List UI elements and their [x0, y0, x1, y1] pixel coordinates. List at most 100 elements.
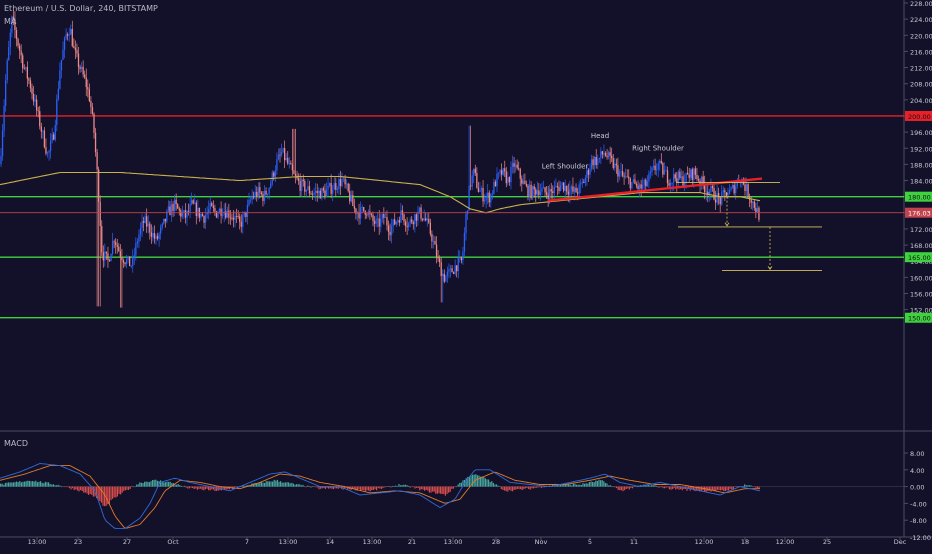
- candle-body: [423, 218, 425, 221]
- candle-body: [5, 80, 7, 106]
- candle: [456, 265, 458, 278]
- macd-hist-bar: [660, 486, 662, 487]
- candle: [291, 128, 294, 176]
- candle-body: [711, 186, 714, 189]
- candle: [514, 160, 517, 173]
- candle-body: [161, 223, 163, 228]
- macd-hist-bar: [336, 486, 338, 489]
- macd-label: MACD: [4, 439, 28, 448]
- macd-hist-bar: [595, 480, 597, 487]
- macd-hist-bar: [598, 479, 600, 487]
- candle-body: [566, 185, 568, 192]
- candle-body: [494, 181, 497, 187]
- candle: [724, 187, 726, 201]
- time-tick-label: 13:00: [279, 538, 298, 546]
- candle: [260, 191, 263, 196]
- macd-hist-bar: [424, 486, 426, 491]
- macd-hist-bar: [161, 481, 163, 487]
- macd-hist-bar: [139, 482, 141, 487]
- candle: [705, 184, 707, 201]
- macd-hist-bar: [329, 486, 331, 489]
- macd-hist-bar: [102, 486, 104, 506]
- candle-body: [99, 201, 101, 227]
- candle: [129, 256, 131, 267]
- macd-hist-bar: [356, 486, 358, 491]
- macd-hist-bar: [331, 486, 333, 489]
- macd-hist-bar: [259, 482, 261, 487]
- time-tick-label: 27: [123, 538, 131, 546]
- candle-body: [643, 179, 645, 186]
- candle-body: [305, 189, 307, 192]
- macd-hist-bar: [526, 486, 528, 489]
- macd-hist-bar: [200, 486, 202, 489]
- macd-hist-bar: [401, 485, 403, 487]
- macd-hist-bar: [627, 486, 629, 489]
- macd-hist-bar: [564, 483, 566, 487]
- candle-body: [558, 187, 560, 192]
- candle: [341, 172, 343, 188]
- candle-body: [194, 202, 196, 204]
- candle-body: [668, 183, 670, 186]
- candle: [98, 166, 100, 307]
- macd-hist-bar: [609, 485, 611, 487]
- candle-body: [544, 187, 546, 193]
- candle: [505, 167, 507, 188]
- candle: [192, 198, 194, 205]
- candle-body: [49, 140, 52, 151]
- candle-body: [561, 182, 563, 186]
- macd-hist-bar: [699, 486, 701, 492]
- candle-body: [412, 222, 414, 225]
- candle-body: [70, 28, 72, 35]
- candle: [105, 251, 108, 260]
- candle-body: [598, 157, 600, 160]
- macd-hist-bar: [244, 486, 246, 487]
- candle: [386, 210, 388, 231]
- candle-body: [96, 152, 98, 170]
- candle-body: [589, 168, 591, 175]
- candle-body: [301, 179, 303, 191]
- candle: [163, 218, 165, 225]
- candle: [26, 61, 28, 87]
- candle: [346, 179, 348, 190]
- candle: [191, 192, 193, 206]
- macd-hist-bar: [448, 486, 450, 493]
- macd-hist-bar: [136, 484, 138, 487]
- candle-body: [208, 209, 210, 213]
- candle: [612, 153, 614, 170]
- macd-hist-bar: [283, 482, 285, 487]
- macd-tick-label: -4.00: [910, 500, 927, 508]
- macd-hist-bar: [457, 484, 459, 487]
- candle-body: [232, 217, 235, 220]
- candle-body: [118, 246, 120, 252]
- candle-body: [288, 162, 290, 164]
- macd-hist-bar: [545, 486, 547, 487]
- candle-body: [115, 242, 117, 245]
- candle-body: [435, 244, 438, 258]
- candle-body: [507, 177, 509, 184]
- candle: [299, 173, 301, 197]
- macd-hist-bar: [433, 486, 435, 492]
- macd-hist-bar: [635, 486, 637, 487]
- candle-body: [559, 185, 562, 192]
- candle-body: [217, 213, 219, 218]
- macd-hist-bar: [758, 486, 760, 489]
- time-tick-label: 14: [326, 538, 334, 546]
- macd-hist-bar: [379, 486, 381, 489]
- candle-body: [532, 186, 534, 199]
- candle: [677, 170, 679, 187]
- candle-body: [287, 157, 289, 164]
- candle-body: [607, 152, 610, 158]
- candle: [499, 169, 501, 177]
- candle-body: [620, 171, 622, 172]
- macd-hist-bar: [398, 484, 400, 487]
- candle-body: [414, 214, 416, 225]
- candle-body: [584, 177, 586, 183]
- time-tick-label: 13:00: [444, 538, 463, 546]
- macd-hist-bar: [675, 486, 677, 490]
- macd-hist-bar: [673, 486, 675, 489]
- candle: [406, 217, 408, 236]
- candle: [139, 222, 142, 242]
- candle-body: [93, 113, 95, 133]
- macd-hist-bar: [292, 483, 294, 487]
- candle: [108, 258, 111, 262]
